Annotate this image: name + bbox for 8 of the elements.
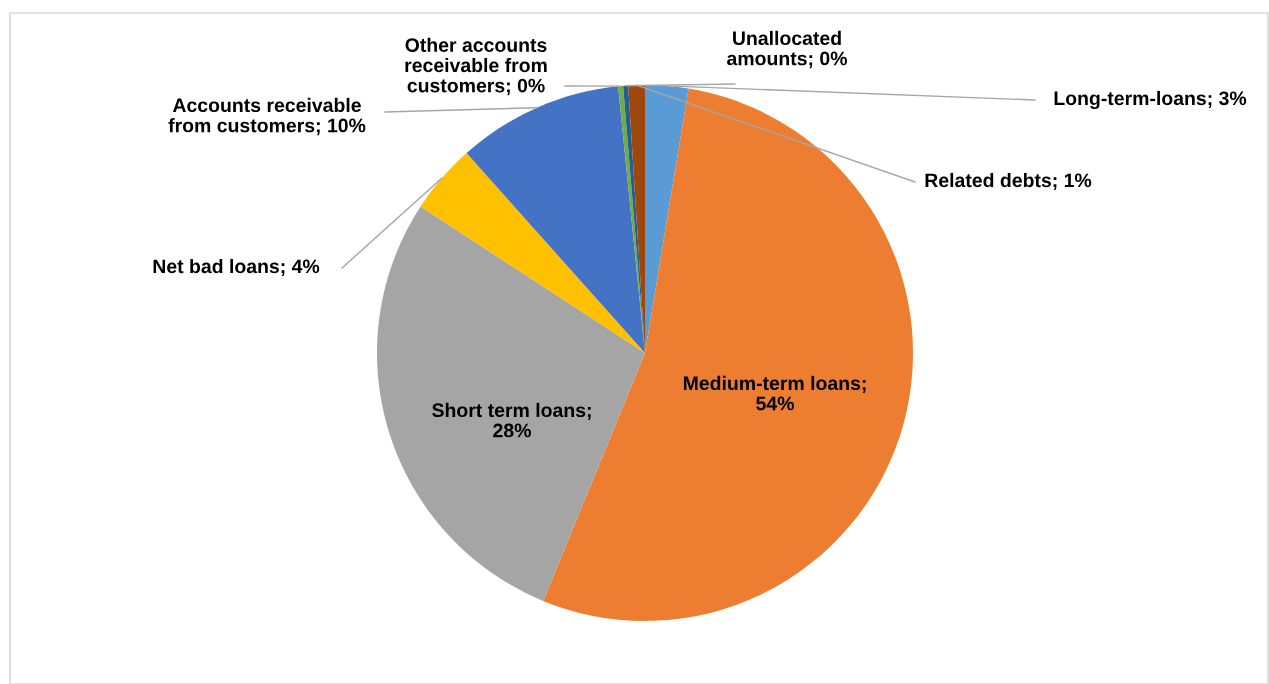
slice-label: Other accounts receivable from customers; 0% xyxy=(405,37,547,96)
slice-label: Medium-term loans; 54% xyxy=(683,375,866,411)
slice-label: Short term loans; 28% xyxy=(432,402,591,438)
slice-label: Long-term-loans; 3% xyxy=(1054,90,1247,110)
slice-label: Accounts receivable from customers; 10% xyxy=(168,97,366,136)
slice-label: Unallocated amounts; 0% xyxy=(727,30,847,69)
slice-label: Related debts; 1% xyxy=(925,172,1092,191)
slice-label: Net bad loans; 4% xyxy=(153,258,320,277)
